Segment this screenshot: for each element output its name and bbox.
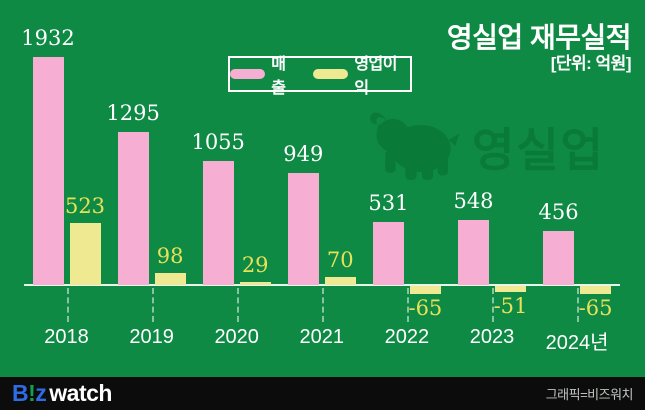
chart-legend: 매출 영업이익 bbox=[228, 56, 412, 97]
legend-item-revenue: 매출 bbox=[230, 50, 299, 98]
year-label: 2021 bbox=[299, 326, 345, 348]
year-label: 2023 bbox=[469, 326, 515, 348]
revenue-value-label: 949 bbox=[283, 142, 324, 166]
axis-tick-line bbox=[236, 288, 239, 322]
profit-bar bbox=[69, 223, 101, 285]
profit-value-label: 70 bbox=[326, 248, 354, 272]
profit-value-label: 98 bbox=[156, 244, 184, 268]
revenue-bar bbox=[458, 220, 489, 285]
bizwatch-logo: B!z watch bbox=[12, 380, 112, 407]
revenue-bar bbox=[372, 222, 404, 285]
profit-bar bbox=[324, 277, 356, 285]
footer-bar: B!z watch 그래픽=비즈워치 bbox=[0, 377, 645, 410]
credit-text: 그래픽=비즈워치 bbox=[545, 387, 634, 402]
legend-label-profit: 영업이익 bbox=[354, 56, 397, 97]
axis-tick-line bbox=[321, 288, 324, 322]
profit-bar bbox=[580, 286, 612, 294]
x-axis-baseline bbox=[24, 284, 620, 286]
revenue-swatch bbox=[230, 69, 266, 79]
axis-tick-line bbox=[66, 288, 69, 322]
legend-item-profit: 영업이익 bbox=[313, 50, 410, 98]
revenue-bar bbox=[202, 161, 234, 285]
axis-tick-line bbox=[151, 288, 154, 322]
logo-letter-z: z bbox=[35, 380, 47, 406]
profit-bar bbox=[409, 286, 441, 294]
year-label: 2024년 bbox=[545, 332, 609, 354]
revenue-bar bbox=[32, 57, 64, 285]
logo-word-watch: watch bbox=[49, 380, 112, 406]
revenue-value-label: 548 bbox=[453, 189, 494, 213]
profit-swatch bbox=[313, 69, 349, 79]
revenue-value-label: 531 bbox=[368, 191, 409, 215]
axis-tick-line bbox=[492, 288, 494, 322]
profit-value-label: -65 bbox=[408, 296, 443, 320]
revenue-bar bbox=[287, 173, 319, 285]
year-label: 2018 bbox=[44, 326, 89, 348]
revenue-bar bbox=[117, 132, 149, 285]
revenue-value-label: 456 bbox=[538, 200, 579, 224]
profit-bar bbox=[154, 273, 186, 285]
profit-bar bbox=[495, 286, 526, 292]
revenue-value-label: 1295 bbox=[106, 101, 160, 125]
axis-tick-line bbox=[577, 288, 580, 322]
axis-tick-line bbox=[406, 288, 409, 322]
profit-value-label: -65 bbox=[578, 296, 613, 320]
profit-value-label: -51 bbox=[493, 294, 528, 318]
unit-label: [단위: 억원] bbox=[550, 54, 632, 73]
revenue-value-label: 1055 bbox=[191, 130, 245, 154]
profit-bar bbox=[239, 282, 271, 285]
legend-label-revenue: 매출 bbox=[271, 56, 286, 97]
year-label: 2020 bbox=[214, 326, 259, 348]
revenue-bar bbox=[543, 231, 575, 285]
year-label: 2022 bbox=[384, 326, 430, 348]
revenue-value-label: 1932 bbox=[21, 26, 75, 50]
logo-exclamation: ! bbox=[28, 380, 36, 406]
profit-value-label: 29 bbox=[241, 253, 269, 277]
logo-letter-b: B bbox=[12, 380, 29, 406]
page-title: 영실업 재무실적 bbox=[446, 22, 632, 53]
year-label: 2019 bbox=[129, 326, 174, 348]
profit-value-label: 523 bbox=[64, 194, 106, 218]
